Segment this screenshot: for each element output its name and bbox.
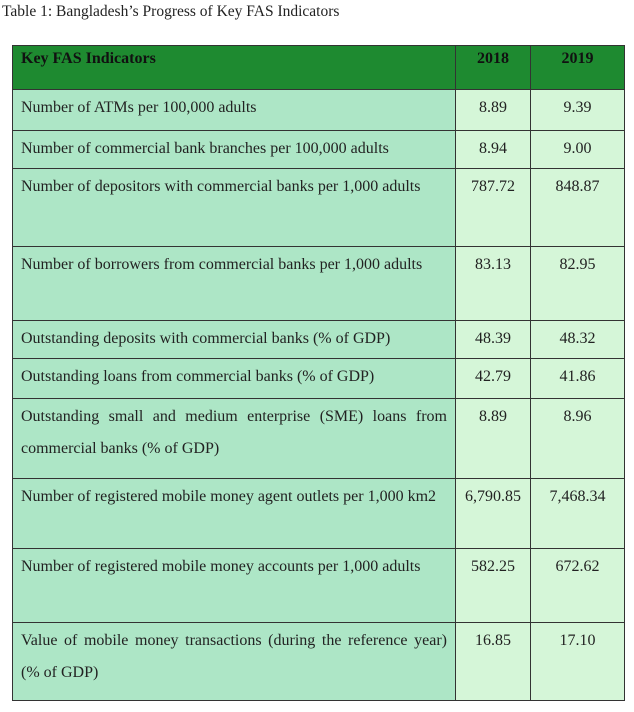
header-indicator: Key FAS Indicators (12, 45, 456, 90)
indicator-cell: Outstanding loans from commercial banks … (12, 358, 456, 399)
table-row: Value of mobile money transactions (duri… (12, 622, 625, 701)
indicator-cell: Outstanding deposits with commercial ban… (12, 320, 456, 359)
value-2019: 8.96 (530, 398, 625, 481)
indicator-cell: Number of registered mobile money accoun… (12, 548, 456, 623)
indicator-cell: Number of borrowers from commercial bank… (12, 246, 456, 321)
value-2019: 672.62 (530, 548, 625, 623)
table-row: Number of commercial bank branches per 1… (12, 130, 625, 169)
value-2018: 48.39 (455, 320, 531, 359)
table-caption: Table 1: Bangladesh’s Progress of Key FA… (2, 3, 340, 20)
value-2018: 8.94 (455, 130, 531, 169)
value-2018: 8.89 (455, 398, 531, 481)
mobile-money-table: Number of registered mobile money agent … (12, 478, 625, 701)
value-2019: 48.32 (530, 320, 625, 359)
value-2018: 83.13 (455, 246, 531, 321)
table-row: Number of depositors with commercial ban… (12, 168, 625, 247)
value-2018: 16.85 (455, 622, 531, 701)
indicator-cell: Outstanding small and medium enterprise … (12, 398, 456, 481)
header-2019: 2019 (530, 45, 625, 90)
table-row: Number of registered mobile money agent … (12, 478, 625, 549)
table-row: Number of ATMs per 100,000 adults 8.89 9… (12, 89, 625, 131)
table-row: Number of borrowers from commercial bank… (12, 246, 625, 321)
table-row: Outstanding deposits with commercial ban… (12, 320, 625, 359)
value-2018: 8.89 (455, 89, 531, 131)
value-2019: 848.87 (530, 168, 625, 247)
value-2018: 6,790.85 (455, 478, 531, 549)
table-row: Outstanding loans from commercial banks … (12, 358, 625, 399)
value-2019: 17.10 (530, 622, 625, 701)
value-2018: 582.25 (455, 548, 531, 623)
indicator-cell: Number of ATMs per 100,000 adults (12, 89, 456, 131)
fas-indicators-table: Key FAS Indicators 2018 2019 Number of A… (12, 45, 625, 481)
value-2019: 7,468.34 (530, 478, 625, 549)
value-2019: 41.86 (530, 358, 625, 399)
value-2019: 9.00 (530, 130, 625, 169)
indicator-cell: Number of registered mobile money agent … (12, 478, 456, 549)
table-row: Outstanding small and medium enterprise … (12, 398, 625, 481)
indicator-cell: Value of mobile money transactions (duri… (12, 622, 456, 701)
header-2018: 2018 (455, 45, 531, 90)
indicator-cell: Number of commercial bank branches per 1… (12, 130, 456, 169)
table-header-row: Key FAS Indicators 2018 2019 (12, 45, 625, 90)
indicator-cell: Number of depositors with commercial ban… (12, 168, 456, 247)
table-row: Number of registered mobile money accoun… (12, 548, 625, 623)
value-2018: 42.79 (455, 358, 531, 399)
value-2018: 787.72 (455, 168, 531, 247)
value-2019: 82.95 (530, 246, 625, 321)
value-2019: 9.39 (530, 89, 625, 131)
